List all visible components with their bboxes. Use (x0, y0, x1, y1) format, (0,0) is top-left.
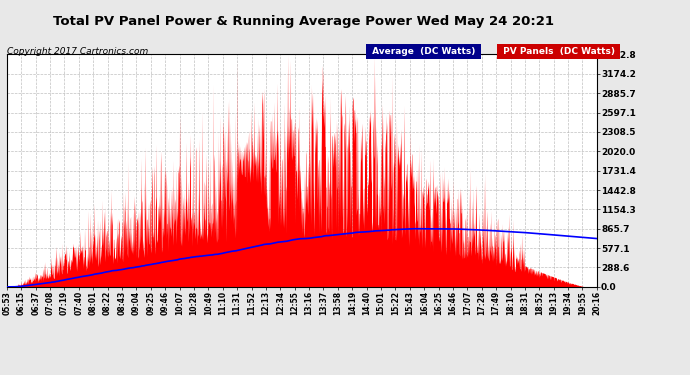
Text: PV Panels  (DC Watts): PV Panels (DC Watts) (500, 47, 618, 56)
Text: Copyright 2017 Cartronics.com: Copyright 2017 Cartronics.com (7, 47, 148, 56)
Text: Total PV Panel Power & Running Average Power Wed May 24 20:21: Total PV Panel Power & Running Average P… (53, 15, 554, 28)
Text: Average  (DC Watts): Average (DC Watts) (369, 47, 479, 56)
